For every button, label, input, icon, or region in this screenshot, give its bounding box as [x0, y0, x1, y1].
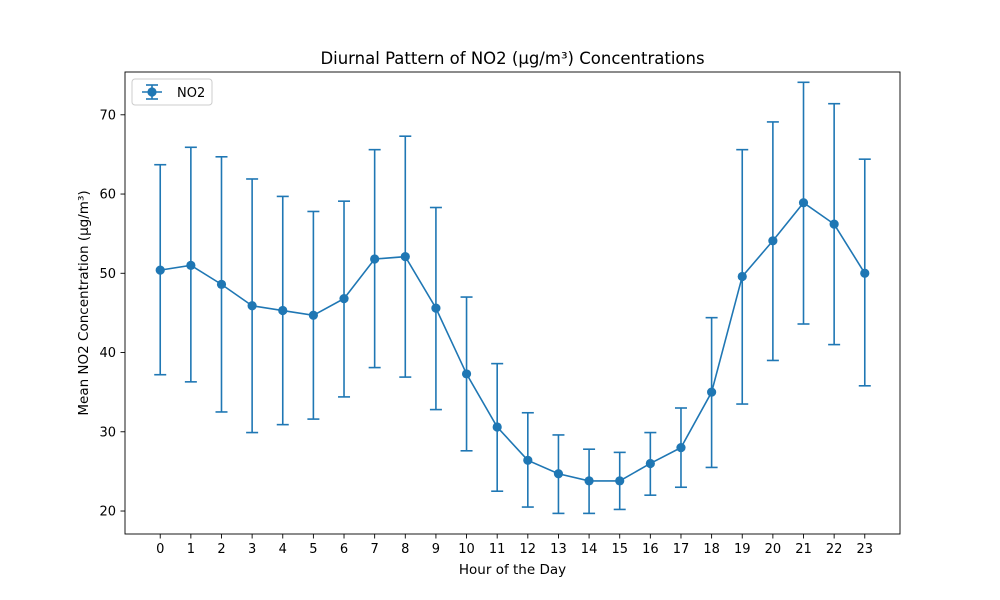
chart-title: Diurnal Pattern of NO2 (µg/m³) Concentra… [320, 49, 704, 68]
x-axis-title: Hour of the Day [459, 562, 566, 578]
y-tick-label: 70 [99, 108, 116, 123]
y-tick-label: 60 [99, 188, 116, 203]
x-tick-label: 14 [581, 542, 598, 557]
x-tick-label: 22 [826, 542, 843, 557]
data-point [860, 268, 870, 278]
data-point [155, 265, 165, 275]
x-tick-label: 1 [187, 542, 195, 557]
x-tick-label: 21 [795, 542, 812, 557]
data-point [308, 310, 318, 320]
data-point [247, 301, 257, 311]
data-point [584, 476, 594, 486]
y-tick-label: 30 [99, 425, 116, 440]
x-tick-label: 10 [458, 542, 475, 557]
x-tick-label: 16 [642, 542, 659, 557]
x-tick-label: 2 [217, 542, 225, 557]
x-tick-label: 23 [856, 542, 873, 557]
data-point [707, 387, 717, 397]
data-point [829, 219, 839, 229]
plot-frame [124, 71, 901, 535]
data-point [523, 455, 533, 465]
legend-marker [147, 87, 157, 97]
x-tick-label: 4 [279, 542, 287, 557]
x-tick-label: 19 [734, 542, 751, 557]
data-markers [155, 198, 870, 486]
x-tick-label: 7 [371, 542, 379, 557]
legend-label: NO2 [177, 86, 205, 101]
y-tick-label: 20 [99, 505, 116, 520]
legend: NO2 [131, 78, 213, 106]
legend-symbol [142, 84, 162, 100]
data-point [400, 252, 410, 262]
x-tick-label: 3 [248, 542, 256, 557]
data-point [278, 305, 288, 316]
data-point [737, 271, 747, 282]
data-point [615, 476, 625, 486]
plot-area [125, 72, 900, 534]
data-point [768, 236, 778, 246]
x-tick-label: 0 [156, 542, 164, 557]
x-tick-label: 6 [340, 542, 348, 557]
data-point [339, 294, 349, 304]
x-tick-label: 13 [550, 542, 567, 557]
series-line-no2 [160, 201, 866, 482]
x-axis-ticks: 0 1 2 3 4 5 6 7 8 9 10 11 12 13 14 15 16 17 18 19 20 21 22 23 [156, 534, 873, 557]
x-tick-label: 9 [432, 542, 440, 557]
x-tick-label: 5 [309, 542, 317, 557]
data-point [216, 279, 227, 289]
data-point [676, 443, 686, 453]
x-tick-label: 15 [611, 542, 628, 557]
data-point [645, 458, 655, 469]
data-point [798, 198, 809, 208]
x-tick-label: 8 [401, 542, 409, 557]
data-point [461, 369, 472, 379]
x-tick-label: 17 [673, 542, 690, 557]
x-tick-label: 18 [703, 542, 720, 557]
data-point [431, 303, 441, 313]
y-tick-label: 40 [99, 346, 116, 361]
data-point [186, 260, 196, 270]
x-tick-label: 11 [489, 542, 506, 557]
y-axis-ticks: 20 30 40 50 60 70 [99, 108, 125, 520]
y-axis-title: Mean NO2 Concentration (µg/m³) [76, 190, 92, 415]
y-tick-label: 50 [99, 267, 116, 282]
data-point [492, 422, 502, 432]
x-tick-label: 20 [765, 542, 782, 557]
x-tick-label: 12 [520, 542, 537, 557]
data-point [370, 254, 380, 264]
data-point [553, 469, 564, 479]
